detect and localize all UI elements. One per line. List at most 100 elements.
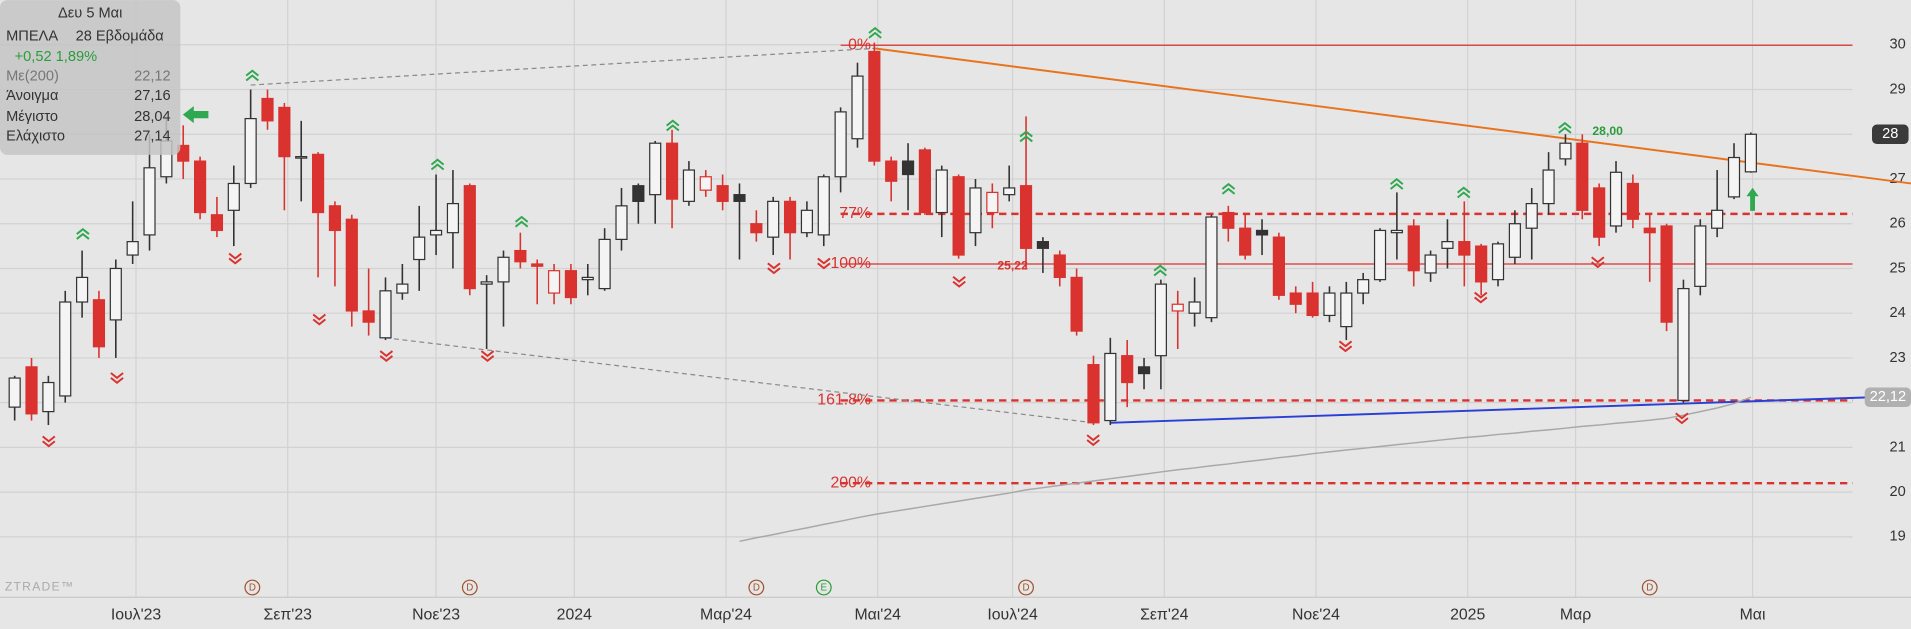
- signal-down: [312, 313, 327, 326]
- x-tick-label: Μαρ'24: [700, 607, 752, 624]
- candle-body: [295, 156, 308, 159]
- signal-down: [110, 372, 124, 384]
- candle-body: [1424, 254, 1437, 274]
- panel-label: Μέγιστο: [6, 109, 58, 125]
- candle-body: [1003, 187, 1016, 196]
- candle-body: [345, 218, 358, 312]
- candle-body: [783, 200, 797, 234]
- candle-body: [1407, 225, 1420, 272]
- candle-body: [463, 185, 476, 290]
- ma-badge: [1864, 387, 1911, 408]
- panel-label: Ελάχιστο: [6, 128, 65, 144]
- candle-body: [901, 160, 915, 176]
- candle-body: [1019, 185, 1033, 249]
- candle-body: [59, 301, 72, 397]
- signal-up: [666, 119, 680, 132]
- candle-body: [598, 238, 611, 290]
- y-tick-label: 30: [1889, 37, 1905, 53]
- candle-body: [800, 209, 814, 234]
- candle-body: [1070, 276, 1083, 332]
- candle-body: [497, 256, 510, 283]
- candle-body: [733, 194, 746, 202]
- candle-body: [1053, 254, 1066, 279]
- event-marker: [244, 579, 261, 596]
- candle-body: [1340, 292, 1353, 328]
- candle-body: [177, 144, 190, 162]
- signal-down: [379, 350, 394, 363]
- event-marker: [461, 579, 478, 596]
- watermark: ZTRADE™: [5, 580, 74, 594]
- event-marker: [1018, 579, 1034, 596]
- panel-arrow: [182, 106, 209, 124]
- signal-down: [228, 252, 242, 265]
- panel-value: 22,12: [134, 69, 171, 85]
- candle-body: [1239, 227, 1252, 256]
- event-label: D: [1646, 583, 1653, 594]
- candle-body: [767, 200, 780, 238]
- panel-change: +0,52 1,89%: [15, 49, 97, 65]
- annotation: 28,00: [1592, 124, 1623, 138]
- candle-body: [396, 283, 409, 294]
- candle-body: [1525, 202, 1538, 229]
- candle-body: [1036, 241, 1049, 249]
- x-tick-label: Σεπ'23: [264, 607, 313, 624]
- fib-label: 100%: [830, 255, 870, 272]
- signal-up: [1221, 182, 1236, 195]
- candle-body: [514, 249, 527, 263]
- candle-body: [1475, 245, 1488, 283]
- fib-label: 0%: [848, 36, 871, 53]
- signal-up: [1558, 121, 1572, 134]
- candle-body: [918, 149, 931, 214]
- candle-body: [716, 185, 729, 202]
- trend-line: [1110, 394, 1911, 424]
- candle-body: [564, 270, 578, 299]
- x-tick-label: Μαρ: [1560, 607, 1591, 624]
- candle-body: [126, 241, 139, 256]
- candle-body: [42, 381, 55, 413]
- candle-body: [834, 111, 847, 178]
- candle-body: [1660, 225, 1673, 323]
- candle-body: [8, 377, 21, 408]
- y-tick-label: 23: [1889, 350, 1905, 366]
- candle-body: [210, 214, 224, 232]
- panel-label: Με(200): [6, 69, 59, 85]
- candle-body: [1390, 229, 1403, 234]
- panel-symbol: ΜΠΕΛΑ: [6, 28, 58, 44]
- candle-body: [1121, 355, 1134, 384]
- panel-date: Δευ 5 Μαι: [58, 5, 122, 21]
- signal-down: [42, 435, 56, 448]
- trend-line: [250, 47, 875, 86]
- fib-label: 161.8%: [817, 392, 871, 409]
- candle-body: [480, 281, 493, 285]
- candle-body: [261, 97, 274, 122]
- panel-period: 28 Εβδομάδα: [76, 28, 165, 44]
- candle-body: [429, 229, 443, 236]
- signal-up: [1019, 130, 1033, 143]
- price-badge-label: 28: [1882, 126, 1898, 142]
- x-tick-label: Σεπ'24: [1140, 607, 1189, 624]
- fib-label: 77%: [839, 205, 871, 222]
- candle-body: [1559, 142, 1572, 160]
- x-tick-label: Νοε'23: [412, 607, 460, 624]
- signal-up: [1389, 177, 1404, 190]
- candle-body: [25, 366, 38, 415]
- candle-body: [615, 205, 628, 240]
- candle-body: [1542, 169, 1555, 205]
- signal-up: [245, 69, 259, 82]
- panel-label: Άνοιγμα: [6, 88, 59, 104]
- y-tick-label: 24: [1889, 305, 1905, 321]
- x-tick-label: Ιουλ'24: [987, 607, 1038, 624]
- x-tick-label: Νοε'24: [1292, 607, 1340, 624]
- candle-body: [665, 142, 679, 200]
- x-tick-label: Ιουλ'23: [111, 607, 162, 624]
- x-tick-label: 2024: [557, 607, 592, 624]
- signal-up: [514, 215, 529, 228]
- info-panel: Δευ 5 Μαι ΜΠΕΛΑ 28 Εβδομάδα +0,52 1,89% …: [0, 0, 209, 155]
- candle-body: [1222, 211, 1235, 229]
- candle-body: [446, 202, 460, 234]
- candle-body: [362, 310, 375, 323]
- candle-body: [1272, 236, 1285, 296]
- candle-body: [1609, 171, 1623, 227]
